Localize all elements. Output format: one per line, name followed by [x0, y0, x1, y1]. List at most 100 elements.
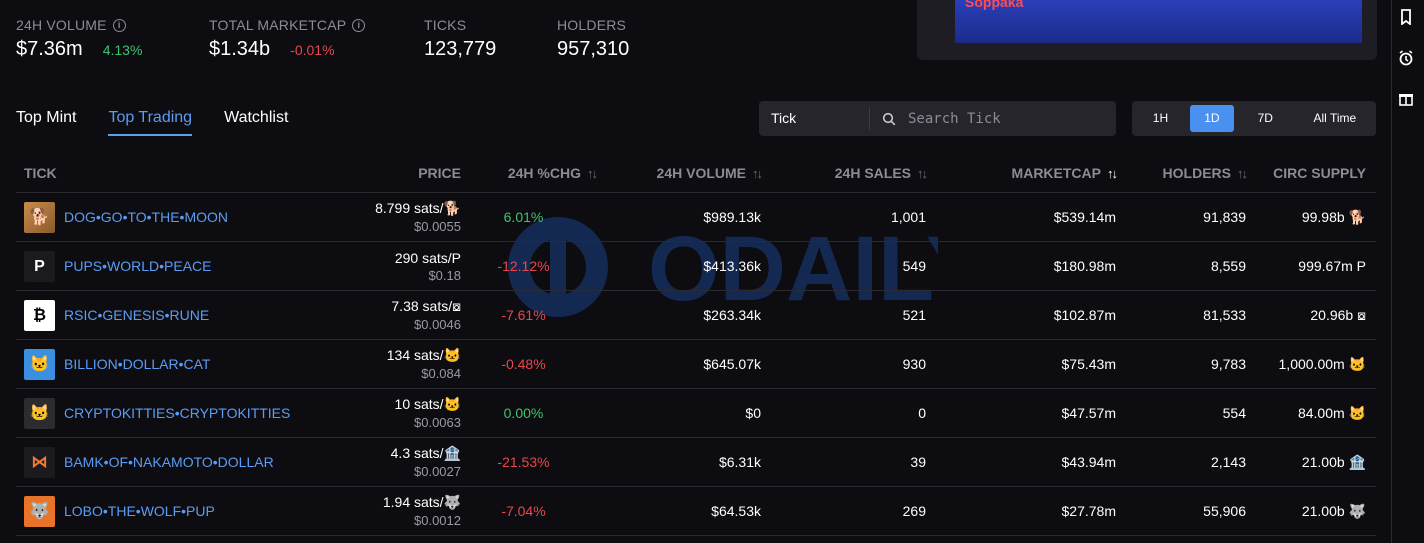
banner-image[interactable]: Soppaka — [955, 0, 1362, 43]
sales-cell: 930 — [771, 339, 936, 389]
header-label: 24H VOLUME — [656, 165, 746, 181]
tick-cell[interactable]: 🐱 BILLION•DOLLAR•CAT — [16, 339, 336, 389]
tick-name-link[interactable]: LOBO•THE•WOLF•PUP — [64, 503, 215, 519]
table-header-row: TICK PRICE 24H %CHG ↑↓ 24H VOLUME ↑↓ 24H S… — [16, 154, 1376, 193]
stat-total-marketcap: TOTAL MARKETCAP i $1.34b -0.01% — [209, 17, 366, 61]
info-icon[interactable]: i — [352, 18, 366, 32]
tick-name-link[interactable]: RSIC•GENESIS•RUNE — [64, 307, 210, 323]
tick-cell[interactable]: 🐱 CRYPTOKITTIES•CRYPTOKITTIES — [16, 388, 336, 438]
price-sats: 8.799 sats/🐕 — [375, 200, 461, 216]
time-all-button[interactable]: All Time — [1313, 111, 1357, 125]
sales-cell: 39 — [771, 437, 936, 487]
P-logo-icon: P — [24, 250, 55, 282]
tick-name-link[interactable]: BILLION•DOLLAR•CAT — [64, 356, 211, 372]
col-marketcap-header[interactable]: MARKETCAP ↑↓ — [936, 154, 1126, 193]
price-sats: 4.3 sats/🏦 — [390, 445, 461, 461]
tab-top-mint[interactable]: Top Mint — [16, 109, 77, 126]
price-sats: 1.94 sats/🐺 — [382, 494, 461, 510]
volume-cell: $989.13k — [606, 192, 771, 242]
price-sats: 134 sats/🐱 — [386, 347, 461, 363]
volume-cell: $0 — [606, 388, 771, 438]
tick-cell[interactable]: ⋈ BAMK•OF•NAKAMOTO•DOLLAR — [16, 437, 336, 487]
holders-cell: 8,559 — [1126, 241, 1256, 291]
search-input[interactable] — [906, 109, 1110, 128]
price-cell: 1.94 sats/🐺 $0.0012 — [336, 486, 471, 536]
trading-table: TICK PRICE 24H %CHG ↑↓ 24H VOLUME ↑↓ 24H S… — [16, 154, 1376, 536]
tick-name-link[interactable]: DOG•GO•TO•THE•MOON — [64, 209, 229, 225]
banner-text: Soppaka — [965, 0, 1024, 10]
tab-top-trading[interactable]: Top Trading — [108, 109, 193, 136]
promo-banner[interactable]: Soppaka — [917, 0, 1377, 60]
sales-cell: 549 — [771, 241, 936, 291]
time-1d-button[interactable]: 1D — [1189, 105, 1234, 132]
volume-cell: $64.53k — [606, 486, 771, 536]
time-7d-button[interactable]: 7D — [1257, 111, 1273, 125]
tick-cell[interactable]: P PUPS•WORLD•PEACE — [16, 241, 336, 291]
stat-label: 24H VOLUME — [16, 17, 107, 33]
tab-watchlist[interactable]: Watchlist — [224, 109, 289, 126]
holders-cell: 81,533 — [1126, 290, 1256, 340]
stat-value: $1.34b — [209, 38, 271, 60]
header-label: 24H %CHG — [507, 165, 581, 181]
price-cell: 10 sats/🐱 $0.0063 — [336, 388, 471, 438]
table-row[interactable]: ⋈ BAMK•OF•NAKAMOTO•DOLLAR 4.3 sats/🏦 $0.… — [16, 437, 1376, 487]
header-label: HOLDERS — [1162, 165, 1231, 181]
rsic-logo-icon: ₿ — [24, 299, 55, 331]
info-icon[interactable]: i — [112, 18, 126, 32]
marketcap-cell: $47.57m — [936, 388, 1126, 438]
supply-cell: 999.67m P — [1256, 241, 1376, 291]
tick-name-link[interactable]: CRYPTOKITTIES•CRYPTOKITTIES — [64, 405, 291, 421]
price-sats: 290 sats/P — [394, 249, 461, 266]
stat-label: TOTAL MARKETCAP — [209, 17, 347, 33]
volume-cell: $645.07k — [606, 339, 771, 389]
sales-cell: 269 — [771, 486, 936, 536]
col-sales-header[interactable]: 24H SALES ↑↓ — [771, 154, 936, 193]
time-range-selector: 1H 1D 7D All Time — [1132, 101, 1376, 136]
time-1h-button[interactable]: 1H — [1152, 111, 1169, 125]
header-label: 24H SALES — [834, 165, 911, 181]
sort-icon[interactable]: ↑↓ — [1237, 166, 1248, 181]
search-type-select[interactable]: Tick — [759, 107, 870, 130]
sort-desc-icon[interactable]: ↑↓ — [1107, 166, 1118, 181]
price-usd: $0.0055 — [414, 219, 461, 234]
supply-cell: 21.00b 🏦 — [1256, 437, 1376, 487]
col-chg-header[interactable]: 24H %CHG ↑↓ — [471, 154, 606, 193]
table-row[interactable]: 🐱 CRYPTOKITTIES•CRYPTOKITTIES 10 sats/🐱 … — [16, 388, 1376, 438]
supply-cell: 21.00b 🐺 — [1256, 486, 1376, 536]
change-cell: 0.00% — [471, 388, 606, 438]
tick-cell[interactable]: 🐺 LOBO•THE•WOLF•PUP — [16, 486, 336, 536]
marketcap-cell: $102.87m — [936, 290, 1126, 340]
volume-cell: $263.34k — [606, 290, 771, 340]
price-usd: $0.0063 — [414, 415, 461, 430]
col-volume-header[interactable]: 24H VOLUME ↑↓ — [606, 154, 771, 193]
gift-icon[interactable] — [1398, 90, 1414, 106]
supply-cell: 84.00m 🐱 — [1256, 388, 1376, 438]
marketcap-cell: $43.94m — [936, 437, 1126, 487]
bookmark-icon[interactable] — [1398, 9, 1414, 26]
table-row[interactable]: P PUPS•WORLD•PEACE 290 sats/P $0.18 -12.… — [16, 241, 1376, 291]
search-icon — [882, 112, 896, 126]
supply-cell: 20.96b ⧇ — [1256, 290, 1376, 340]
alarm-clock-icon[interactable] — [1398, 50, 1414, 66]
stat-value: $7.36m — [16, 38, 83, 60]
right-toolbar — [1391, 0, 1424, 543]
tick-name-link[interactable]: PUPS•WORLD•PEACE — [64, 258, 212, 274]
stat-ticks: TICKS 123,779 — [424, 17, 496, 61]
price-sats: 7.38 sats/⧇ — [391, 298, 461, 314]
table-row[interactable]: 🐺 LOBO•THE•WOLF•PUP 1.94 sats/🐺 $0.0012 … — [16, 486, 1376, 536]
price-cell: 8.799 sats/🐕 $0.0055 — [336, 192, 471, 242]
tick-name-link[interactable]: BAMK•OF•NAKAMOTO•DOLLAR — [64, 454, 274, 470]
marketcap-cell: $75.43m — [936, 339, 1126, 389]
tick-cell[interactable]: ₿ RSIC•GENESIS•RUNE — [16, 290, 336, 340]
sort-icon[interactable]: ↑↓ — [917, 166, 928, 181]
table-row[interactable]: ₿ RSIC•GENESIS•RUNE 7.38 sats/⧇ $0.0046 … — [16, 290, 1376, 340]
table-row[interactable]: 🐕 DOG•GO•TO•THE•MOON 8.799 sats/🐕 $0.005… — [16, 192, 1376, 242]
col-holders-header[interactable]: HOLDERS ↑↓ — [1126, 154, 1256, 193]
table-row[interactable]: 🐱 BILLION•DOLLAR•CAT 134 sats/🐱 $0.084 -… — [16, 339, 1376, 389]
sort-icon[interactable]: ↑↓ — [587, 166, 598, 181]
marketcap-cell: $180.98m — [936, 241, 1126, 291]
tick-cell[interactable]: 🐕 DOG•GO•TO•THE•MOON — [16, 192, 336, 242]
stat-value: 957,310 — [557, 38, 630, 60]
col-price-header: PRICE — [336, 154, 471, 193]
sort-icon[interactable]: ↑↓ — [752, 166, 763, 181]
